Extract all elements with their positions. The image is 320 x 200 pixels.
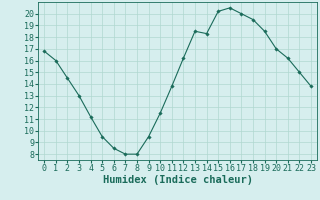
X-axis label: Humidex (Indice chaleur): Humidex (Indice chaleur) bbox=[103, 175, 252, 185]
